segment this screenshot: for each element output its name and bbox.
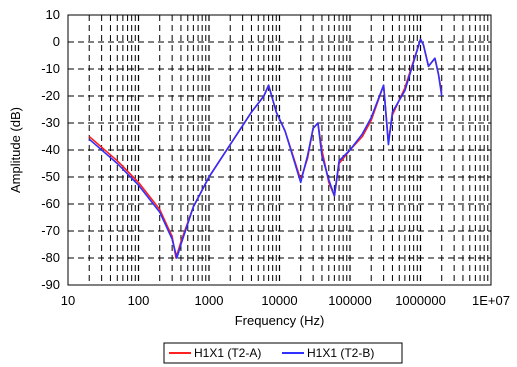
legend: H1X1 (T2-A) H1X1 (T2-B): [163, 342, 403, 364]
series-lines: [88, 38, 443, 259]
plot-area-frame: [67, 14, 492, 286]
y-tick-label: 0: [53, 34, 60, 49]
legend-label-series-a: H1X1 (T2-A): [194, 346, 261, 360]
y-tick-label: -30: [41, 115, 60, 130]
grid: [68, 15, 491, 285]
y-tick-label: -90: [41, 277, 60, 292]
legend-label-series-b: H1X1 (T2-B): [307, 346, 374, 360]
y-tick-label: -50: [41, 169, 60, 184]
x-tick-label: 100: [128, 293, 150, 308]
y-tick-label: -80: [41, 250, 60, 265]
series-line-a: [88, 38, 443, 259]
x-tick-label: 1000: [195, 293, 224, 308]
x-tick-label: 100000: [328, 293, 371, 308]
y-axis-label: Amplitude (dB): [8, 107, 23, 193]
y-tick-label: -40: [41, 142, 60, 157]
y-tick-label: -60: [41, 196, 60, 211]
x-tick-label: 1000000: [395, 293, 446, 308]
y-axis-tick-labels: 10 0 -10 -20 -30 -40 -50 -60 -70 -80 -90: [41, 7, 60, 292]
y-tick-label: -20: [41, 88, 60, 103]
x-tick-label: 10: [61, 293, 75, 308]
x-axis-tick-labels: 10 100 1000 10000 100000 1000000 1E+07: [61, 293, 510, 308]
y-tick-label: -10: [41, 61, 60, 76]
x-tick-label: 1E+07: [472, 293, 510, 308]
x-axis-label: Frequency (Hz): [235, 313, 325, 328]
x-tick-label: 10000: [261, 293, 297, 308]
y-tick-label: -70: [41, 223, 60, 238]
series-line-b: [88, 38, 443, 259]
y-tick-label: 10: [46, 7, 60, 22]
